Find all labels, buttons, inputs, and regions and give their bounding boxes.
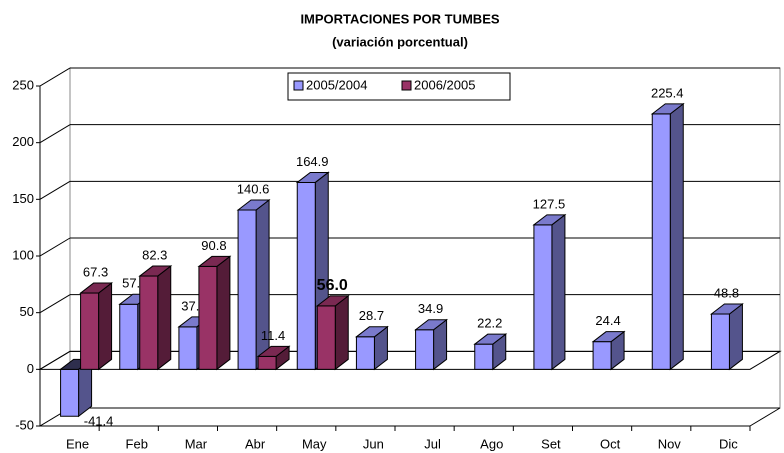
data-label: 225.4 — [651, 85, 684, 100]
bar — [296, 181, 316, 370]
bar — [139, 275, 159, 370]
legend-swatch — [293, 80, 304, 91]
x-tick-label: Dic — [719, 436, 738, 451]
legend-label: 2005/2004 — [306, 77, 367, 92]
grid-line — [39, 294, 71, 314]
bar — [80, 292, 100, 370]
grid-line — [39, 237, 71, 257]
bar — [257, 355, 277, 370]
bar-top — [591, 331, 626, 343]
grid-line — [39, 180, 71, 200]
bar — [474, 343, 494, 370]
bar-top — [473, 333, 508, 345]
bar — [316, 305, 336, 370]
bar-top — [532, 214, 567, 226]
y-tick-label: 250 — [12, 77, 34, 92]
y-tick-label: 50 — [20, 304, 34, 319]
bar — [651, 113, 671, 370]
legend-box — [287, 72, 511, 101]
legend-swatch — [401, 80, 412, 91]
x-tick-label: Ago — [480, 436, 503, 451]
y-tick-label: 150 — [12, 191, 34, 206]
bar-side — [728, 303, 743, 371]
bar-side — [157, 265, 172, 371]
legend-label: 2006/2005 — [414, 77, 475, 92]
bar-side — [669, 102, 684, 371]
x-tick-label: Mar — [185, 436, 208, 451]
data-label: 127.5 — [533, 196, 566, 211]
data-label: -41.4 — [84, 414, 114, 429]
y-tick-label: -50 — [15, 417, 34, 432]
zero-plane — [38, 350, 782, 370]
x-tick-label: Jul — [424, 436, 441, 451]
bar — [178, 326, 198, 370]
bar — [60, 368, 80, 417]
data-label: 90.8 — [201, 238, 226, 253]
grid-line — [39, 124, 71, 144]
grid-line — [39, 67, 71, 87]
bar-side — [98, 282, 113, 371]
y-tick-label: 0 — [27, 361, 34, 376]
x-tick-label: May — [302, 436, 327, 451]
data-label: 164.9 — [296, 154, 329, 169]
bar — [355, 336, 375, 370]
bar — [415, 329, 435, 370]
data-label: 11.4 — [261, 328, 285, 343]
data-label: 82.3 — [142, 247, 167, 262]
bar-top — [197, 255, 232, 267]
x-tick-label: Jun — [363, 436, 384, 451]
bar-top — [138, 265, 173, 277]
data-label: 56.0 — [317, 277, 348, 294]
x-tick-label: Ene — [66, 436, 89, 451]
bar-top — [315, 295, 350, 307]
y-tick-label: 100 — [12, 247, 34, 262]
x-tick-label: Set — [541, 436, 561, 451]
data-label: 28.7 — [359, 308, 384, 323]
bar-side — [255, 198, 270, 371]
bar-top — [709, 303, 744, 315]
y-tick-label: 200 — [12, 134, 34, 149]
x-tick-label: Abr — [245, 436, 266, 451]
bar-top — [414, 319, 449, 331]
bar — [119, 303, 139, 370]
bar — [533, 224, 553, 370]
bar-top — [295, 171, 330, 183]
bar-side — [334, 294, 349, 371]
bar-top — [236, 199, 271, 211]
bar — [710, 313, 730, 370]
x-axis — [749, 407, 781, 427]
chart-subtitle: (variación porcentual) — [332, 34, 468, 49]
x-tick-label: Feb — [126, 436, 148, 451]
data-label: 22.2 — [477, 316, 502, 331]
x-tick-label: Nov — [658, 436, 682, 451]
data-label: 24.4 — [595, 313, 620, 328]
bar-side — [551, 213, 566, 371]
bar-top — [354, 326, 389, 338]
bar-side — [216, 255, 231, 371]
bar-top — [256, 345, 291, 357]
bar — [592, 341, 612, 370]
bar-top — [79, 282, 114, 294]
data-label: 140.6 — [237, 181, 270, 196]
data-label: 34.9 — [418, 301, 443, 316]
chart-title: IMPORTACIONES POR TUMBES — [300, 11, 499, 26]
bar-top — [650, 103, 685, 115]
bar — [237, 209, 257, 370]
data-label: 67.3 — [83, 264, 108, 279]
x-tick-label: Oct — [600, 436, 621, 451]
bar — [198, 265, 218, 370]
data-label: 48.8 — [714, 285, 739, 300]
